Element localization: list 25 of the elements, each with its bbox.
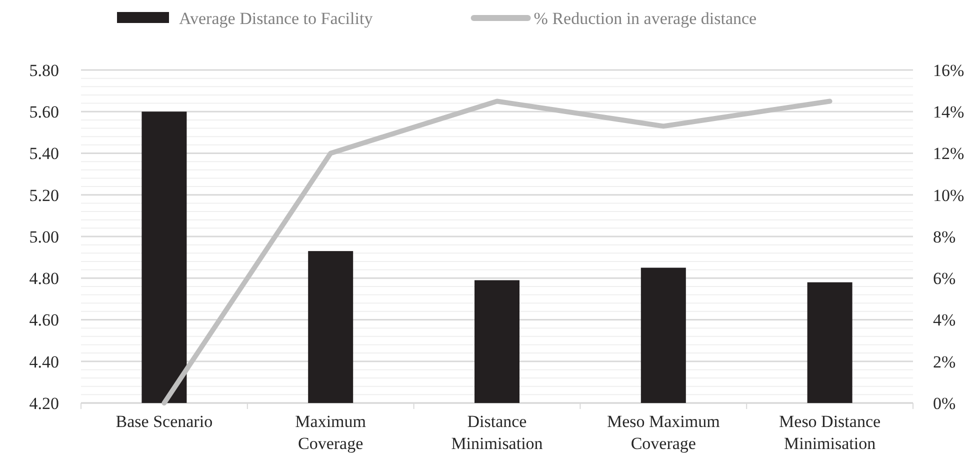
x-tick-label: Maximum Coverage	[295, 412, 366, 453]
y2-tick-label: 12%	[933, 144, 964, 164]
y2-tick-label: 4%	[933, 310, 956, 330]
legend-label: Average Distance to Facility	[179, 9, 374, 28]
y-tick-label: 4.60	[29, 310, 59, 330]
y-tick-label: 5.60	[29, 102, 59, 122]
y-tick-label: 4.20	[29, 394, 59, 413]
y-tick-label: 5.00	[29, 227, 59, 246]
y-tick-label: 5.80	[29, 60, 59, 80]
y2-tick-label: 2%	[933, 352, 956, 372]
y-tick-label: 5.20	[29, 186, 59, 205]
legend-label: % Reduction in average distance	[534, 9, 757, 28]
x-tick-label: Base Scenario	[116, 412, 213, 431]
y-tick-label: 5.40	[29, 144, 59, 164]
x-tick-label: Distance Minimisation	[451, 412, 544, 453]
y2-tick-label: 6%	[933, 269, 956, 288]
y2-tick-label: 8%	[933, 227, 956, 246]
y2-tick-label: 10%	[933, 186, 964, 205]
x-tick-label: Meso Distance Minimisation	[779, 412, 881, 453]
x-tick-label: Meso Maximum Coverage	[606, 412, 720, 453]
y2-tick-label: 0%	[933, 394, 956, 413]
y2-tick-label: 16%	[933, 60, 964, 80]
y-tick-label: 4.80	[29, 269, 59, 288]
y2-tick-label: 14%	[933, 102, 964, 122]
y-tick-label: 4.40	[29, 352, 59, 372]
